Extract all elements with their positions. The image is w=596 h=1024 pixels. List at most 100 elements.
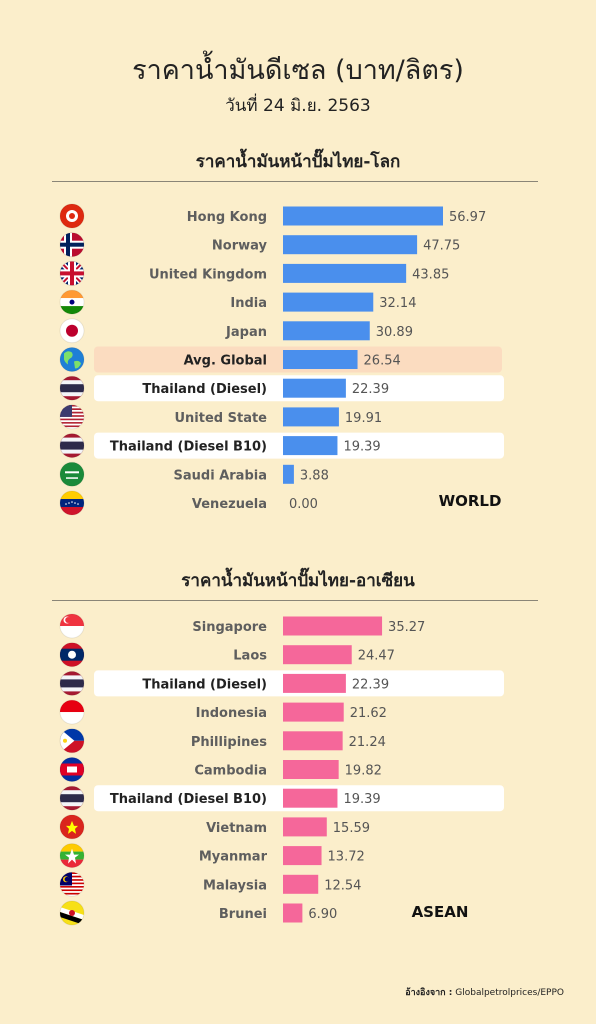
category-label: Laos (233, 649, 267, 664)
indonesia-flag-icon (59, 699, 85, 725)
asean-row: Indonesia 21.62 (59, 699, 387, 725)
thailand-flag-icon (59, 785, 85, 811)
asean-row: Cambodia 19.82 (59, 757, 382, 782)
value-label: 19.82 (345, 764, 382, 779)
world-tag: WORLD (439, 492, 502, 510)
value-label: 19.39 (343, 792, 380, 807)
saudi-arabia-flag-icon (59, 461, 85, 487)
world-row: India 32.14 (59, 289, 416, 315)
value-label: 22.39 (352, 677, 389, 692)
category-label: Thailand (Diesel B10) (110, 440, 267, 455)
globe-icon (59, 347, 85, 372)
asean-row: Laos 24.47 (59, 642, 395, 668)
philippines-flag-icon (59, 728, 85, 754)
category-label: Vietnam (206, 821, 267, 836)
cambodia-flag-icon (59, 757, 85, 782)
bar (283, 702, 344, 722)
value-label: 43.85 (412, 267, 449, 282)
norway-flag-icon (59, 232, 85, 258)
value-label: 0.00 (289, 497, 318, 512)
category-label: Hong Kong (187, 210, 267, 225)
main-title: ราคาน้ำมันดีเซล (บาท/ลิตร) (132, 55, 464, 86)
venezuela-flag-icon (59, 490, 85, 516)
world-section-title: ราคาน้ำมันหน้าปั๊มไทย-โลก (195, 152, 401, 172)
bar (283, 206, 443, 226)
bar (283, 874, 319, 894)
thailand-flag-icon (59, 375, 85, 401)
world-row: Hong Kong 56.97 (59, 203, 486, 229)
world-bar-chart: Hong Kong 56.97 Norway 47.75 United Kingdom 4… (59, 203, 504, 516)
category-label: Thailand (Diesel) (142, 382, 267, 397)
bar (283, 673, 346, 693)
value-label: 56.97 (449, 210, 486, 225)
source-note: อ้างอิงจาก : Globalpetrolprices/EPPO (405, 985, 564, 999)
bar (283, 817, 327, 837)
bar (283, 616, 383, 636)
bar (283, 903, 303, 923)
bar (283, 350, 358, 369)
myanmar-flag-icon (59, 843, 85, 869)
world-row: Venezuela 0.00 (59, 490, 318, 516)
world-row: United State 19.91 (59, 404, 382, 430)
source-text: Globalpetrolprices/EPPO (455, 988, 564, 998)
category-label: Venezuela (192, 497, 267, 512)
category-label: Malaysia (203, 878, 267, 893)
value-label: 24.47 (358, 649, 395, 664)
bar (283, 263, 407, 283)
value-label: 21.62 (350, 706, 387, 721)
asean-row: Myanmar 13.72 (59, 843, 365, 869)
category-label: Brunei (219, 907, 267, 922)
world-row: Thailand (Diesel) 22.39 (59, 375, 389, 401)
value-label: 15.59 (333, 821, 370, 836)
value-label: 6.90 (308, 907, 337, 922)
value-label: 12.54 (324, 878, 361, 893)
category-label: Indonesia (196, 706, 267, 721)
bar (283, 407, 339, 427)
asean-row: Phillipines 21.24 (59, 728, 386, 754)
value-label: 3.88 (300, 468, 329, 483)
bar (283, 731, 343, 751)
category-label: Cambodia (194, 764, 267, 779)
value-label: 13.72 (328, 850, 365, 865)
category-label: Myanmar (199, 850, 268, 865)
usa-flag-icon (59, 404, 85, 430)
asean-row: Thailand (Diesel) 22.39 (59, 670, 389, 696)
date-subtitle: วันที่ 24 มิ.ย. 2563 (225, 96, 371, 116)
bar (283, 464, 294, 484)
bar (283, 645, 352, 665)
world-row: Norway 47.75 (59, 232, 460, 258)
category-label: Thailand (Diesel) (142, 677, 267, 692)
world-row: Thailand (Diesel B10) 19.39 (59, 433, 381, 459)
bar (283, 292, 374, 312)
bar (283, 378, 346, 398)
asean-tag: ASEAN (412, 903, 469, 921)
value-label: 30.89 (376, 325, 413, 340)
category-label: United Kingdom (149, 267, 267, 282)
value-label: 21.24 (349, 735, 386, 750)
category-label: Saudi Arabia (174, 468, 267, 483)
japan-flag-icon (59, 318, 85, 344)
malaysia-flag-icon (59, 871, 85, 897)
world-row: Avg. Global 26.54 (59, 347, 401, 372)
category-label: Japan (225, 325, 267, 340)
united-kingdom-flag-icon (59, 260, 85, 286)
singapore-flag-icon (59, 613, 85, 639)
category-label: Singapore (192, 620, 267, 635)
category-label: Phillipines (191, 735, 267, 750)
laos-flag-icon (59, 642, 85, 668)
bar (283, 788, 338, 808)
category-label: United State (174, 411, 267, 426)
asean-row: Thailand (Diesel B10) 19.39 (59, 785, 381, 811)
value-label: 35.27 (388, 620, 425, 635)
source-label: อ้างอิงจาก : (405, 988, 453, 998)
value-label: 32.14 (379, 296, 416, 311)
world-row: Saudi Arabia 3.88 (59, 461, 329, 487)
world-row: United Kingdom 43.85 (59, 260, 449, 286)
asean-divider (52, 600, 538, 601)
value-label: 47.75 (423, 239, 460, 254)
india-flag-icon (59, 289, 85, 315)
world-divider (52, 181, 538, 182)
value-label: 22.39 (352, 382, 389, 397)
